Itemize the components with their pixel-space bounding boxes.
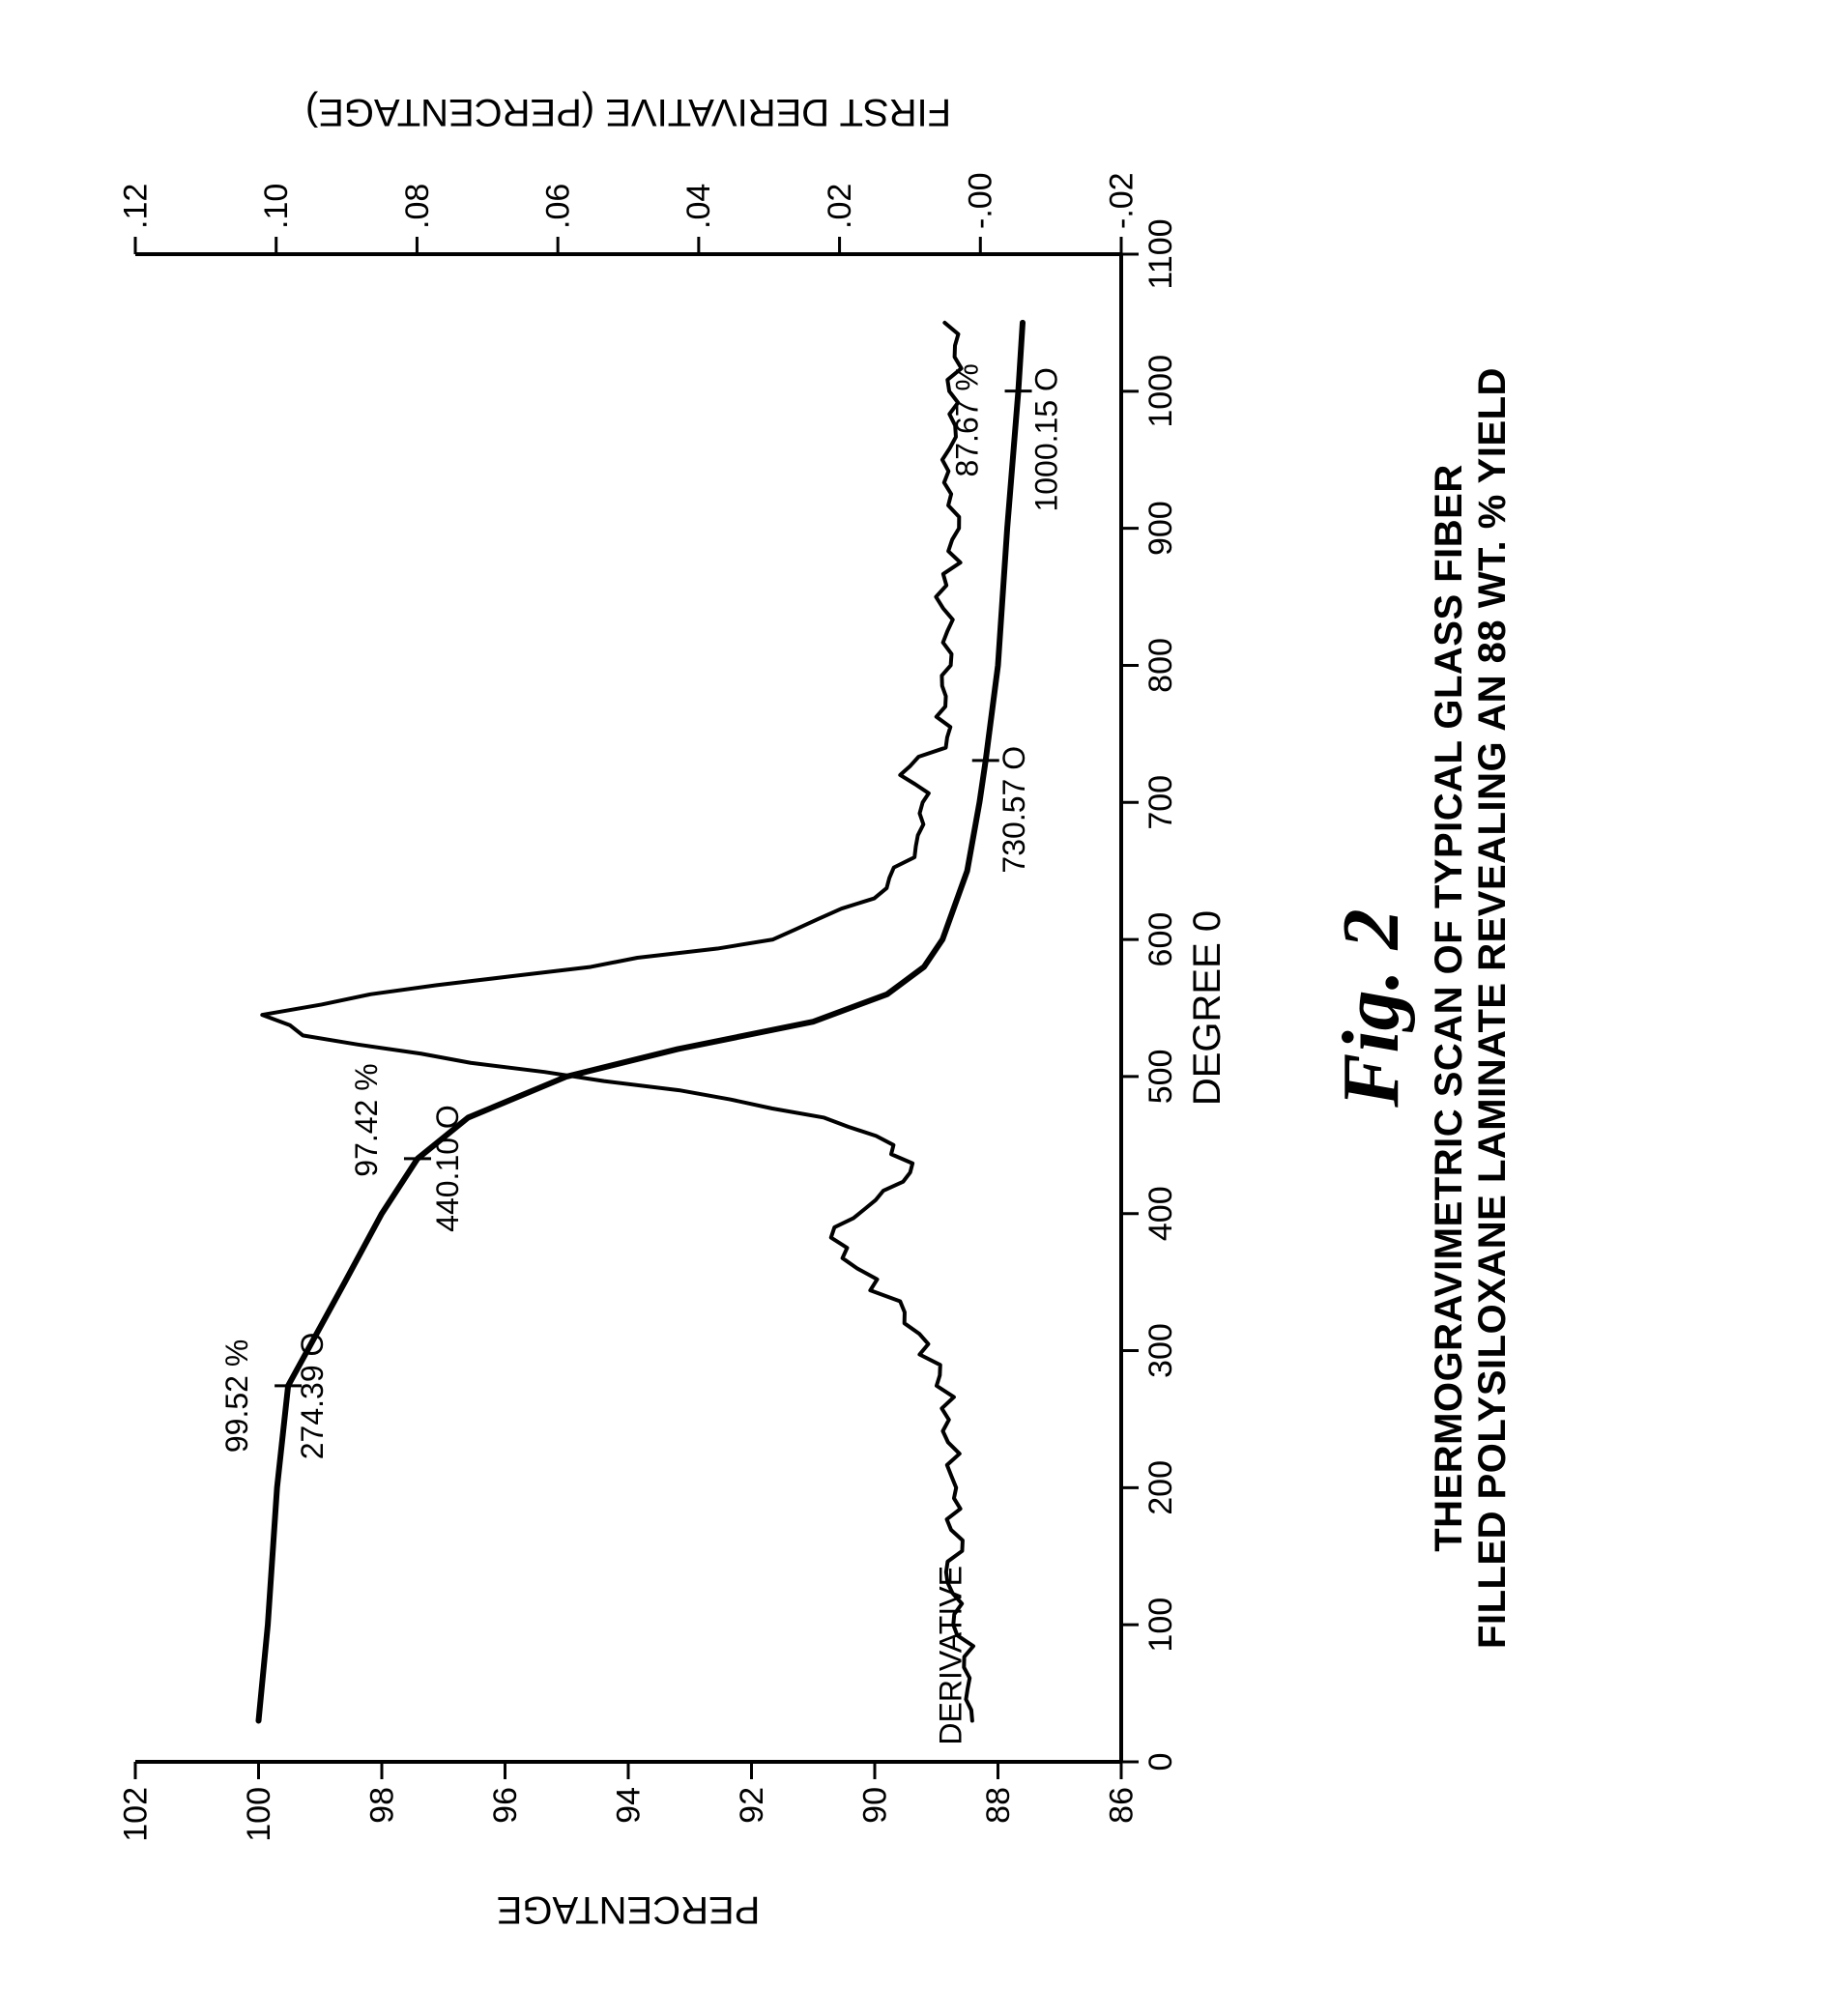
y-left-tick-label: 102 (117, 1787, 154, 1842)
y-right-tick-label: -.00 (963, 172, 999, 229)
x-tick-label: 0 (1142, 1753, 1179, 1771)
x-tick-label: 400 (1142, 1186, 1179, 1241)
x-tick-label: 600 (1142, 912, 1179, 967)
y-right-tick-label: .06 (539, 184, 576, 229)
x-tick-label: 100 (1142, 1598, 1179, 1653)
chart-annotation: 87.67 % (950, 363, 985, 476)
y-left-tick-label: 98 (363, 1787, 400, 1824)
x-tick-label: 700 (1142, 775, 1179, 830)
y-left-tick-label: 92 (734, 1787, 770, 1824)
percentage-curve (259, 323, 1024, 1721)
chart-annotation: 1000.15 O (1029, 367, 1064, 511)
y-right-tick-label: .08 (399, 184, 436, 229)
y-right-tick-label: .10 (258, 184, 295, 229)
figure-caption: THERMOGRAVIMETRIC SCAN OF TYPICAL GLASS … (1428, 0, 1515, 2016)
y-left-tick-label: 96 (487, 1787, 524, 1824)
x-axis-label: DEGREE 0 (1186, 910, 1228, 1106)
y-left-tick-label: 94 (610, 1787, 647, 1824)
y-left-tick-label: 88 (980, 1787, 1017, 1824)
y-right-tick-label: .02 (822, 184, 858, 229)
y-right-axis-label: FIRST DERIVATIVE (PERCENTAGE) (305, 91, 951, 133)
page: 0 100 200 300 400 500 600 700 800 900 1000 1100 DEGR… (0, 0, 1821, 2016)
y-left-tick-label: 100 (241, 1787, 277, 1842)
figure-label: Fig. 2 (1324, 0, 1418, 2016)
x-tick-label: 1000 (1142, 355, 1179, 428)
y-left-tick-label: 86 (1103, 1787, 1140, 1824)
y-left-axis-label: PERCENTAGE (497, 1888, 761, 1931)
y-right-tick-label: .12 (117, 184, 154, 229)
chart-annotation: 440.10 O (430, 1105, 465, 1232)
derivative-curve (262, 323, 973, 1721)
y-right-tick-label: -.02 (1103, 172, 1140, 229)
y-right-tick-label: .04 (680, 184, 717, 229)
chart-annotation: DERIVATIVE (933, 1566, 968, 1745)
x-tick-label: 800 (1142, 638, 1179, 693)
chart-annotation: 97.42 % (349, 1063, 384, 1176)
y-left-tick-label: 90 (856, 1787, 893, 1824)
x-tick-label: 900 (1142, 501, 1179, 556)
x-tick-label: 500 (1142, 1050, 1179, 1105)
chart-annotation: 274.39 O (295, 1333, 330, 1460)
tga-chart: 0 100 200 300 400 500 600 700 800 900 1000 1100 DEGR… (0, 42, 1315, 1974)
x-tick-label: 200 (1142, 1460, 1179, 1515)
x-tick-label: 1100 (1142, 218, 1179, 289)
chart-annotation: 99.52 % (219, 1339, 254, 1453)
chart-annotation: 730.57 O (997, 746, 1031, 874)
rotated-chart-container: 0 100 200 300 400 500 600 700 800 900 1000 1100 DEGR… (0, 0, 1821, 2016)
x-tick-label: 300 (1142, 1323, 1179, 1378)
